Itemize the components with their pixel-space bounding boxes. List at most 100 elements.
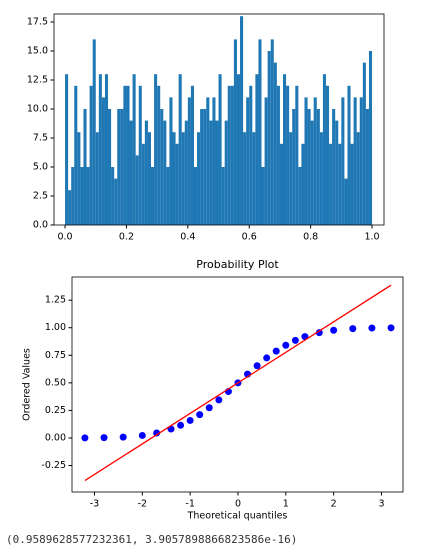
point <box>387 324 395 332</box>
bar <box>83 109 87 225</box>
x-tick-label: 0.6 <box>242 232 257 243</box>
bar <box>316 109 320 225</box>
bar <box>172 132 176 225</box>
bar <box>89 85 93 225</box>
bar <box>338 143 342 225</box>
bar <box>353 97 357 225</box>
bar <box>181 132 185 225</box>
y-tick-label: 0.0 <box>33 220 48 231</box>
bar <box>230 85 234 225</box>
bar <box>135 155 139 225</box>
y-tick-label: 2.5 <box>33 191 48 202</box>
point <box>263 354 271 362</box>
bar <box>209 120 213 225</box>
bar <box>258 39 262 225</box>
bar <box>341 97 345 225</box>
bar <box>359 97 363 225</box>
x-tick-label: -3 <box>90 499 99 510</box>
bar <box>74 85 78 225</box>
x-tick-label: 0.4 <box>180 232 195 243</box>
point <box>368 324 376 332</box>
bar <box>197 132 201 225</box>
bar <box>368 51 373 226</box>
point <box>153 429 161 437</box>
bar <box>304 97 308 225</box>
point <box>253 362 261 370</box>
bar <box>104 74 109 226</box>
y-axis-label: Ordered Values <box>22 348 33 421</box>
y-tick-label: 15.0 <box>27 46 48 57</box>
bar <box>261 167 265 225</box>
bar <box>157 85 161 225</box>
y-tick-label: 1.25 <box>45 295 66 306</box>
bar <box>151 167 155 225</box>
y-tick-label: 7.5 <box>33 133 48 144</box>
bar <box>193 167 198 225</box>
bar <box>184 120 188 225</box>
bar <box>200 109 204 225</box>
y-tick-label: 0.75 <box>45 350 66 361</box>
point <box>315 329 323 337</box>
bar <box>362 62 366 226</box>
bar <box>120 109 124 225</box>
bar <box>283 74 287 226</box>
bar <box>329 143 333 225</box>
bar <box>132 74 136 226</box>
bar <box>144 120 148 225</box>
point <box>272 347 280 355</box>
bar <box>224 120 228 225</box>
bar <box>307 109 311 225</box>
bar <box>138 85 142 225</box>
bar <box>319 132 323 225</box>
bar <box>163 120 167 225</box>
bar <box>332 109 336 225</box>
x-tick-label: 3 <box>378 499 384 510</box>
y-tick-label: 10.0 <box>27 104 48 115</box>
point <box>349 325 357 333</box>
bar <box>227 85 231 225</box>
bar <box>298 167 302 225</box>
bar <box>80 167 84 225</box>
bar <box>71 167 75 225</box>
bar <box>190 85 194 225</box>
bar <box>98 74 102 226</box>
bar <box>310 120 314 225</box>
bar <box>313 97 317 225</box>
bar <box>129 120 133 225</box>
bar <box>169 97 173 225</box>
point <box>282 341 290 349</box>
y-tick-label: 17.5 <box>27 17 48 28</box>
y-tick-label: 1.00 <box>45 322 66 333</box>
bar <box>86 167 90 225</box>
bar <box>233 39 237 225</box>
x-tick-label: 0 <box>235 499 241 510</box>
bar <box>154 74 158 226</box>
bar <box>292 109 296 225</box>
point <box>177 421 185 429</box>
bar <box>350 143 354 225</box>
bar <box>178 74 182 226</box>
bar <box>286 85 290 225</box>
x-tick-label: 0.0 <box>57 232 72 243</box>
bar <box>276 85 280 225</box>
bar <box>111 167 115 225</box>
bar <box>295 85 299 225</box>
bar <box>212 97 216 225</box>
y-tick-label: 12.5 <box>27 75 48 86</box>
x-tick-label: -2 <box>138 499 147 510</box>
bar <box>325 85 330 225</box>
bar <box>218 74 222 226</box>
chart-title: Probability Plot <box>196 258 279 271</box>
point <box>196 411 204 419</box>
bar <box>243 132 247 225</box>
bar <box>160 109 164 225</box>
bar <box>203 109 207 225</box>
bar <box>108 109 112 225</box>
bar <box>95 132 99 225</box>
bar <box>270 39 274 225</box>
point <box>215 396 223 404</box>
bar <box>246 97 250 225</box>
bar <box>101 97 105 225</box>
bar <box>279 143 284 225</box>
bar <box>240 16 244 225</box>
